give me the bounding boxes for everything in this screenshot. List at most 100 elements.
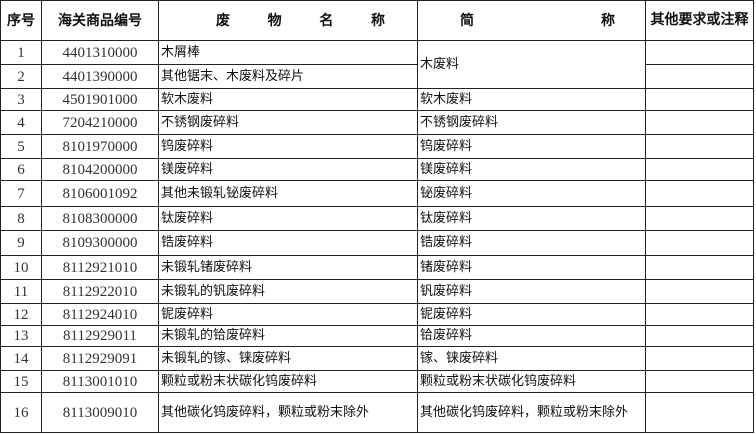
header-short-char: 称 [601, 12, 615, 29]
cell-note [645, 88, 754, 111]
cell-seq: 5 [0, 134, 42, 159]
header-name-char: 名 [319, 12, 334, 29]
cell-name: 软木废料 [158, 88, 418, 111]
cell-name: 锆废碎料 [158, 230, 418, 256]
cell-code: 8112922010 [41, 279, 159, 304]
cell-code: 8104200000 [41, 158, 159, 181]
cell-code: 8113001010 [41, 370, 159, 393]
cell-seq: 13 [0, 325, 42, 347]
cell-short: 不锈钢废碎料 [417, 110, 646, 135]
cell-code: 7204210000 [41, 110, 159, 135]
cell-note [645, 325, 754, 347]
cell-note [645, 64, 754, 89]
cell-short: 锗废碎料 [417, 255, 646, 280]
cell-short: 其他碳化钨废碎料，颗粒或粉末除外 [417, 392, 646, 433]
table-row: 12 8112924010 铌废碎料 铌废碎料 [0, 303, 754, 326]
table-row: 9 8109300000 锆废碎料 锆废碎料 [0, 230, 754, 256]
cell-name: 钛废碎料 [158, 206, 418, 231]
cell-seq: 14 [0, 346, 42, 371]
cell-name: 镁废碎料 [158, 158, 418, 181]
table-row: 11 8112922010 未锻轧的钒废碎料 钒废碎料 [0, 279, 754, 304]
header-short: 简 称 [417, 0, 646, 41]
cell-short: 颗粒或粉末状碳化钨废碎料 [417, 370, 646, 393]
cell-note [645, 279, 754, 304]
cell-note [645, 392, 754, 433]
header-code: 海关商品编号 [41, 0, 159, 41]
cell-seq: 16 [0, 392, 42, 433]
cell-seq: 9 [0, 230, 42, 256]
header-row: 序号 海关商品编号 废 物 名 称 简 称 其他要求或注释 [0, 0, 754, 41]
table-row: 7 8106001092 其他未锻轧铋废碎料 铋废碎料 [0, 180, 754, 207]
table-row: 1 4401310000 木屑棒 木废料 [0, 40, 754, 89]
cell-code: 8112929011 [41, 325, 159, 347]
cell-short: 铌废碎料 [417, 303, 646, 326]
cell-seq: 12 [0, 303, 42, 326]
cell-name: 其他未锻轧铋废碎料 [158, 180, 418, 207]
header-short-char: 简 [460, 12, 474, 29]
cell-code: 8112924010 [41, 303, 159, 326]
cell-note [645, 180, 754, 207]
cell-short: 镓、铼废碎料 [417, 346, 646, 371]
table-row: 16 8113009010 其他碳化钨废碎料，颗粒或粉末除外 其他碳化钨废碎料，颗粒或… [0, 392, 754, 433]
cell-seq: 4 [0, 110, 42, 135]
cell-short: 铪废碎料 [417, 325, 646, 347]
header-note: 其他要求或注释 [645, 0, 754, 41]
cell-seq: 10 [0, 255, 42, 280]
table-row: 4 7204210000 不锈钢废碎料 不锈钢废碎料 [0, 110, 754, 135]
cell-note [645, 370, 754, 393]
cell-short: 镁废碎料 [417, 158, 646, 181]
cell-name: 其他碳化钨废碎料，颗粒或粉末除外 [158, 392, 418, 433]
cell-name: 其他锯末、木废料及碎片 [158, 64, 418, 89]
cell-short: 软木废料 [417, 88, 646, 111]
cell-note [645, 110, 754, 135]
cell-code: 8109300000 [41, 230, 159, 256]
table-row: 6 8104200000 镁废碎料 镁废碎料 [0, 158, 754, 181]
cell-note [645, 206, 754, 231]
table-row: 8 8108300000 钛废碎料 钛废碎料 [0, 206, 754, 231]
header-name-char: 称 [370, 12, 385, 29]
table-row: 14 8112929091 未锻轧的镓、铼废碎料 镓、铼废碎料 [0, 346, 754, 371]
cell-note [645, 255, 754, 280]
cell-code: 8106001092 [41, 180, 159, 207]
table-row: 5 8101970000 钨废碎料 钨废碎料 [0, 134, 754, 159]
cell-short: 钨废碎料 [417, 134, 646, 159]
header-name-char: 物 [267, 12, 282, 29]
cell-code: 8113009010 [41, 392, 159, 433]
cell-name: 未锻轧锗废碎料 [158, 255, 418, 280]
cell-name: 未锻轧的镓、铼废碎料 [158, 346, 418, 371]
cell-code: 8112921010 [41, 255, 159, 280]
table-row: 15 8113001010 颗粒或粉末状碳化钨废碎料 颗粒或粉末状碳化钨废碎料 [0, 370, 754, 393]
cell-note [645, 303, 754, 326]
header-name: 废 物 名 称 [158, 0, 418, 41]
cell-name: 未锻轧的铪废碎料 [158, 325, 418, 347]
cell-note [645, 230, 754, 256]
cell-short: 木废料 [417, 40, 646, 89]
cell-name: 颗粒或粉末状碳化钨废碎料 [158, 370, 418, 393]
header-seq: 序号 [0, 0, 42, 41]
cell-name: 未锻轧的钒废碎料 [158, 279, 418, 304]
table-row: 10 8112921010 未锻轧锗废碎料 锗废碎料 [0, 255, 754, 280]
cell-note [645, 134, 754, 159]
cell-name: 不锈钢废碎料 [158, 110, 418, 135]
cell-short: 铋废碎料 [417, 180, 646, 207]
cell-code: 4501901000 [41, 88, 159, 111]
cell-code: 8108300000 [41, 206, 159, 231]
cell-seq: 11 [0, 279, 42, 304]
cell-seq: 1 [0, 40, 42, 65]
cell-code: 8101970000 [41, 134, 159, 159]
cell-seq: 7 [0, 180, 42, 207]
cell-code: 4401390000 [41, 64, 159, 89]
table-row: 13 8112929011 未锻轧的铪废碎料 铪废碎料 [0, 325, 754, 347]
cell-note [645, 158, 754, 181]
cell-note [645, 346, 754, 371]
table-row: 3 4501901000 软木废料 软木废料 [0, 88, 754, 111]
cell-seq: 15 [0, 370, 42, 393]
cell-short: 锆废碎料 [417, 230, 646, 256]
cell-name: 木屑棒 [158, 40, 418, 65]
cell-name: 钨废碎料 [158, 134, 418, 159]
cell-code: 8112929091 [41, 346, 159, 371]
cell-short: 钒废碎料 [417, 279, 646, 304]
cell-code: 4401310000 [41, 40, 159, 65]
cell-note [645, 40, 754, 65]
